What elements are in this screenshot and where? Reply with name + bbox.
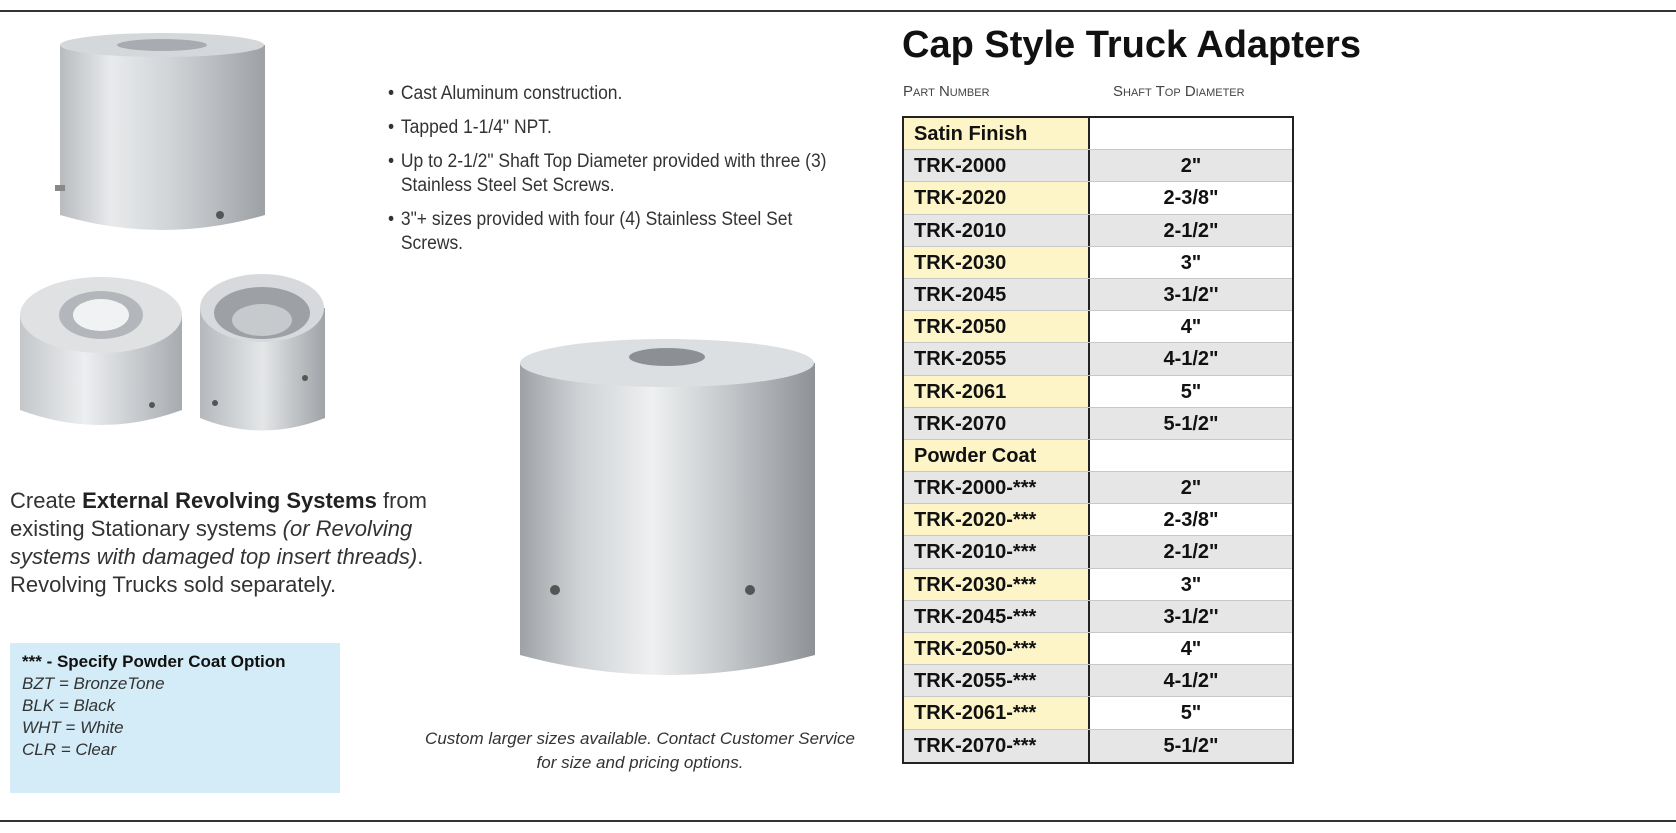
diameter-cell: 4-1/2": [1163, 348, 1219, 371]
powder-coat-note: *** - Specify Powder Coat Option BZT = B…: [10, 643, 340, 793]
diameter-cell: 5-1/2": [1163, 734, 1219, 757]
table-section-row: Satin Finish: [904, 118, 1292, 151]
part-number-cell: TRK-2045-***: [904, 600, 1090, 632]
top-rule: [0, 10, 1676, 12]
table-row: TRK-2010 2-1/2": [904, 214, 1292, 247]
note-item: WHT = White: [22, 718, 124, 737]
section-empty-cell: [1090, 118, 1292, 150]
cap-adapter-photo-top: [55, 33, 265, 230]
diameter-cell: 2": [1180, 155, 1202, 178]
diameter-cell: 4": [1180, 316, 1202, 339]
intro-bold: External Revolving Systems: [82, 488, 377, 513]
part-number-cell: TRK-2061-***: [904, 697, 1090, 729]
table-row: TRK-2070 5-1/2": [904, 407, 1292, 440]
feature-item: Tapped 1-1/4" NPT.: [388, 116, 830, 140]
part-number-cell: TRK-2000-***: [904, 472, 1090, 504]
note-item: CLR = Clear: [22, 740, 117, 759]
part-number-cell: TRK-2070: [904, 407, 1090, 439]
diameter-cell: 2-3/8": [1163, 187, 1219, 210]
part-number-cell: TRK-2055: [904, 343, 1090, 375]
part-number-cell: TRK-2045: [904, 278, 1090, 311]
part-number-cell: TRK-2020-***: [904, 504, 1090, 536]
intro-prefix: Create: [10, 488, 83, 513]
intro-middle: from existing Stationary systems: [10, 488, 427, 541]
diameter-cell: 4": [1180, 638, 1202, 660]
part-number-cell: TRK-2050: [904, 311, 1090, 343]
diameter-cell: 3-1/2'': [1163, 283, 1219, 306]
table-row: TRK-2010-*** 2-1/2": [904, 536, 1292, 569]
note-item: BZT = BronzeTone: [22, 674, 165, 693]
diameter-cell: 5": [1180, 702, 1202, 725]
part-number-cell: TRK-2030-***: [904, 568, 1090, 600]
table-row: TRK-2061-*** 5": [904, 697, 1292, 730]
table-row: TRK-2000-*** 2": [904, 472, 1292, 505]
note-title: *** - Specify Powder Coat Option: [22, 652, 286, 671]
feature-item: Cast Aluminum construction.: [388, 82, 830, 106]
diameter-cell: 3-1/2'': [1163, 605, 1219, 628]
diameter-cell: 3": [1180, 573, 1202, 596]
table-row: TRK-2061 5": [904, 375, 1292, 408]
table-row: TRK-2055 4-1/2": [904, 343, 1292, 376]
part-number-cell: TRK-2030: [904, 246, 1090, 278]
table-row: TRK-2070-*** 5-1/2": [904, 729, 1292, 762]
intro-italic: (or Revolving systems with damaged top i…: [10, 516, 418, 569]
part-number-cell: TRK-2020: [904, 182, 1090, 214]
diameter-cell: 2": [1180, 477, 1202, 500]
part-number-cell: TRK-2070-***: [904, 729, 1090, 762]
part-number-cell: TRK-2055-***: [904, 665, 1090, 697]
feature-item: Up to 2-1/2" Shaft Top Diameter provided…: [388, 150, 830, 198]
table-row: TRK-2045-*** 3-1/2'': [904, 600, 1292, 633]
intro-paragraph: Create External Revolving Systems from e…: [10, 487, 460, 599]
table-row: TRK-2030 3": [904, 246, 1292, 279]
diameter-cell: 2-3/8": [1163, 509, 1219, 532]
diameter-cell: 5-1/2": [1163, 412, 1219, 435]
part-number-cell: TRK-2061: [904, 375, 1090, 407]
section-label: Powder Coat: [904, 439, 1090, 472]
cap-adapter-photo-angle-left: [20, 277, 182, 425]
part-number-cell: TRK-2010: [904, 214, 1090, 246]
part-number-cell: TRK-2010-***: [904, 536, 1090, 568]
table-row: TRK-2050-*** 4": [904, 633, 1292, 666]
bottom-rule: [0, 820, 1676, 822]
page-title: Cap Style Truck Adapters: [902, 24, 1361, 66]
table-row: TRK-2050 4": [904, 311, 1292, 344]
parts-table: Satin Finish TRK-2000 2" TRK-2020 2-3/8" TRK-…: [902, 116, 1294, 764]
table-row: TRK-2055-*** 4-1/2": [904, 665, 1292, 698]
photo-caption: Custom larger sizes available. Contact C…: [425, 729, 855, 772]
diameter-cell: 4-1/2": [1163, 670, 1219, 693]
cap-adapter-photo-large: [520, 339, 815, 675]
table-row: TRK-2045 3-1/2'': [904, 278, 1292, 312]
diameter-cell: 3": [1180, 251, 1202, 274]
note-item: BLK = Black: [22, 696, 116, 715]
column-header-diameter: Shaft Top Diameter: [1113, 83, 1245, 100]
table-section-row: Powder Coat: [904, 439, 1292, 473]
section-label: Satin Finish: [904, 118, 1090, 150]
diameter-cell: 5": [1180, 380, 1202, 403]
cap-adapter-photo-angle-right: [200, 274, 325, 431]
table-row: TRK-2000 2": [904, 150, 1292, 183]
intro-suffix: . Revolving Trucks sold separately.: [10, 544, 424, 597]
part-number-cell: TRK-2000: [904, 150, 1090, 182]
diameter-cell: 2-1/2": [1163, 541, 1219, 564]
diameter-cell: 2-1/2": [1163, 219, 1219, 242]
table-row: TRK-2020 2-3/8": [904, 182, 1292, 215]
feature-list: Cast Aluminum construction. Tapped 1-1/4…: [388, 82, 868, 266]
section-empty-cell: [1090, 439, 1292, 472]
table-row: TRK-2030-*** 3": [904, 568, 1292, 601]
column-header-part: Part Number: [903, 83, 990, 100]
part-number-cell: TRK-2050-***: [904, 633, 1090, 665]
table-row: TRK-2020-*** 2-3/8": [904, 504, 1292, 537]
feature-item: 3"+ sizes provided with four (4) Stainle…: [388, 208, 830, 256]
